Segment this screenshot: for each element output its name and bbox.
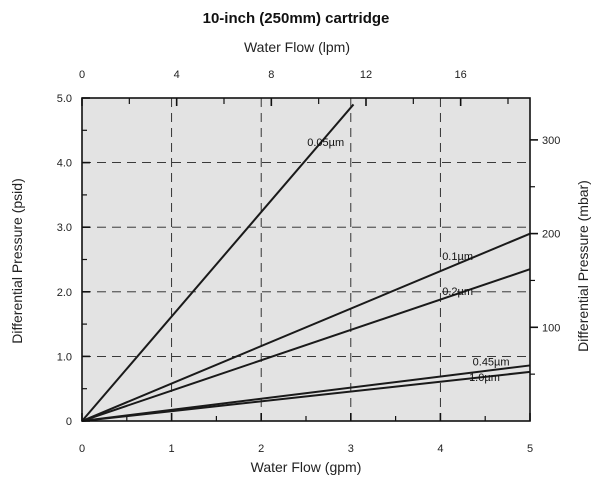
y-tick-label: 1.0 (57, 351, 72, 363)
series-label: 1.0µm (469, 372, 500, 384)
x2-tick-label: 16 (455, 69, 467, 81)
y-tick-label: 5.0 (57, 93, 72, 105)
plot-area (82, 98, 530, 421)
y-tick-label: 3.0 (57, 222, 72, 234)
x2-tick-label: 4 (174, 69, 180, 81)
x2-tick-label: 12 (360, 69, 372, 81)
y2-tick-label: 300 (542, 135, 560, 147)
x-tick-label: 0 (79, 443, 85, 455)
series-line (81, 103, 355, 422)
y-tick-label: 2.0 (57, 287, 72, 299)
plot-frame (81, 97, 531, 422)
grid-lines (82, 98, 530, 421)
x-tick-label: 4 (437, 443, 443, 455)
series-line (81, 364, 531, 422)
y-axis-label: Differential Pressure (psid) (9, 178, 25, 343)
y2-axis-label: Differential Pressure (mbar) (575, 180, 591, 352)
series-label: 0.05µm (307, 137, 344, 149)
chart-title: 10-inch (250mm) cartridge (203, 10, 390, 27)
y-tick-label: 4.0 (57, 158, 72, 170)
x2-tick-label: 8 (268, 69, 274, 81)
x-tick-label: 1 (169, 443, 175, 455)
y2-tick-label: 200 (542, 229, 560, 241)
series-line (81, 268, 531, 422)
y2-tick-label: 100 (542, 322, 560, 334)
x2-axis-label: Water Flow (lpm) (244, 39, 350, 55)
series-label: 0.1µm (442, 251, 473, 263)
x-tick-label: 5 (527, 443, 533, 455)
x-axis-label: Water Flow (gpm) (251, 459, 362, 475)
series-label: 0.2µm (442, 286, 473, 298)
series-lines (81, 103, 531, 422)
y-tick-label: 0 (66, 416, 72, 428)
series-line (81, 370, 531, 422)
x-tick-label: 3 (348, 443, 354, 455)
series-labels: 0.05µm 0.1µm 0.2µm 0.45µm 1.0µm (307, 137, 509, 384)
x2-tick-label: 0 (79, 69, 85, 81)
x-tick-label: 2 (258, 443, 264, 455)
series-label: 0.45µm (473, 356, 510, 368)
series-line (81, 232, 531, 422)
